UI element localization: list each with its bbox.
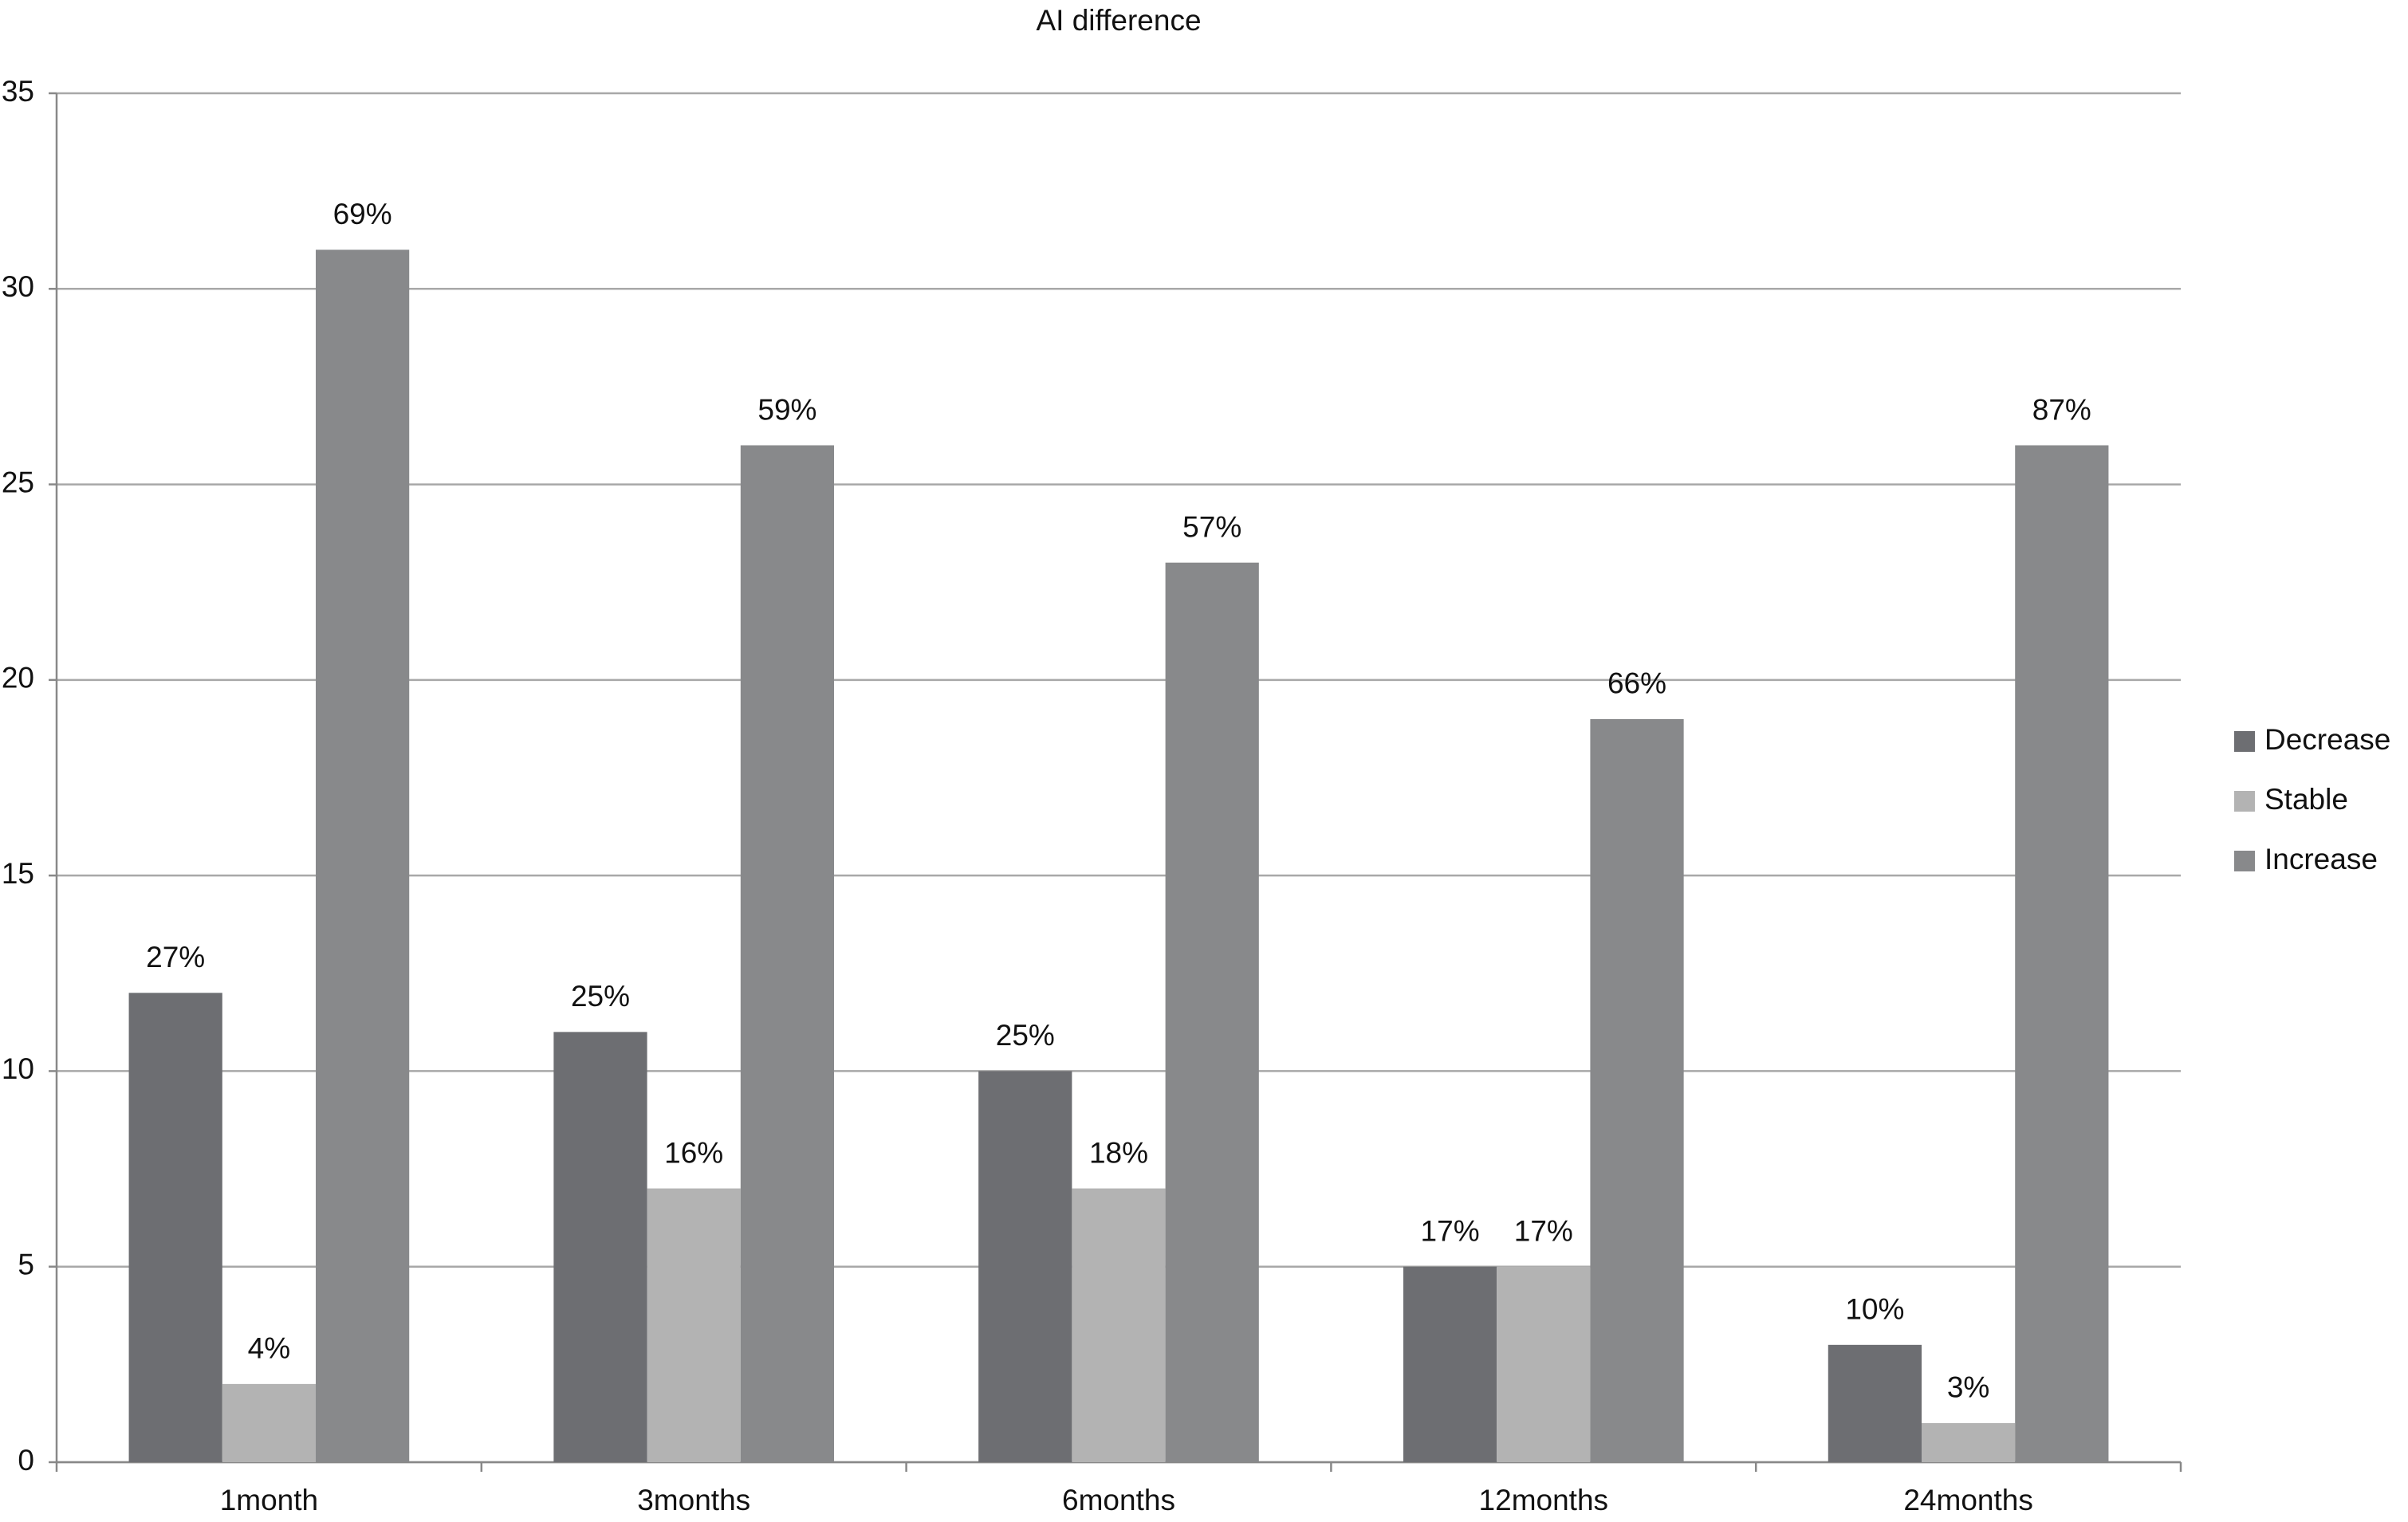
data-label: 27% xyxy=(146,941,205,973)
data-label: 16% xyxy=(664,1136,723,1169)
legend-label: Increase xyxy=(2264,843,2378,875)
data-label: 3% xyxy=(1947,1371,1989,1404)
bar xyxy=(1072,1188,1166,1462)
data-label: 17% xyxy=(1421,1214,1480,1247)
y-tick-label: 15 xyxy=(2,857,34,890)
y-tick-label: 5 xyxy=(18,1248,34,1280)
bar xyxy=(128,993,222,1462)
bar xyxy=(222,1383,317,1462)
data-label: 66% xyxy=(1607,667,1666,700)
data-label: 57% xyxy=(1182,510,1241,543)
bar xyxy=(316,250,410,1463)
x-tick-label: 24months xyxy=(1903,1484,2033,1516)
data-label: 59% xyxy=(757,393,816,426)
data-label: 69% xyxy=(333,198,392,230)
y-tick-label: 25 xyxy=(2,466,34,498)
bar xyxy=(2015,445,2109,1462)
bar xyxy=(1828,1344,1922,1462)
legend-label: Stable xyxy=(2264,783,2348,816)
legend-swatch xyxy=(2234,731,2255,752)
y-tick-label: 10 xyxy=(2,1052,34,1085)
data-label: 25% xyxy=(996,1019,1055,1052)
bar xyxy=(1590,718,1684,1462)
bar xyxy=(647,1188,741,1462)
bar xyxy=(553,1032,647,1462)
bar xyxy=(1165,562,1259,1462)
data-label: 87% xyxy=(2032,393,2091,426)
legend-swatch xyxy=(2234,791,2255,812)
legend-label: Decrease xyxy=(2264,723,2390,756)
data-label: 17% xyxy=(1514,1214,1573,1247)
y-tick-label: 30 xyxy=(2,270,34,303)
bar xyxy=(1403,1266,1497,1462)
bar xyxy=(740,445,835,1462)
bar xyxy=(1921,1422,2016,1462)
x-tick-label: 1month xyxy=(220,1484,318,1516)
legend-swatch xyxy=(2234,851,2255,871)
chart-title: AI difference xyxy=(1036,4,1201,37)
data-label: 10% xyxy=(1845,1293,1904,1326)
x-tick-label: 3months xyxy=(637,1484,750,1516)
x-tick-label: 12months xyxy=(1479,1484,1609,1516)
x-tick-label: 6months xyxy=(1062,1484,1175,1516)
y-tick-label: 35 xyxy=(2,75,34,108)
bar xyxy=(978,1071,1072,1462)
data-label: 4% xyxy=(248,1332,290,1365)
y-tick-label: 0 xyxy=(18,1444,34,1477)
bar xyxy=(1497,1266,1591,1462)
y-tick-label: 20 xyxy=(2,662,34,694)
data-label: 18% xyxy=(1089,1136,1148,1169)
data-label: 25% xyxy=(571,980,630,1013)
